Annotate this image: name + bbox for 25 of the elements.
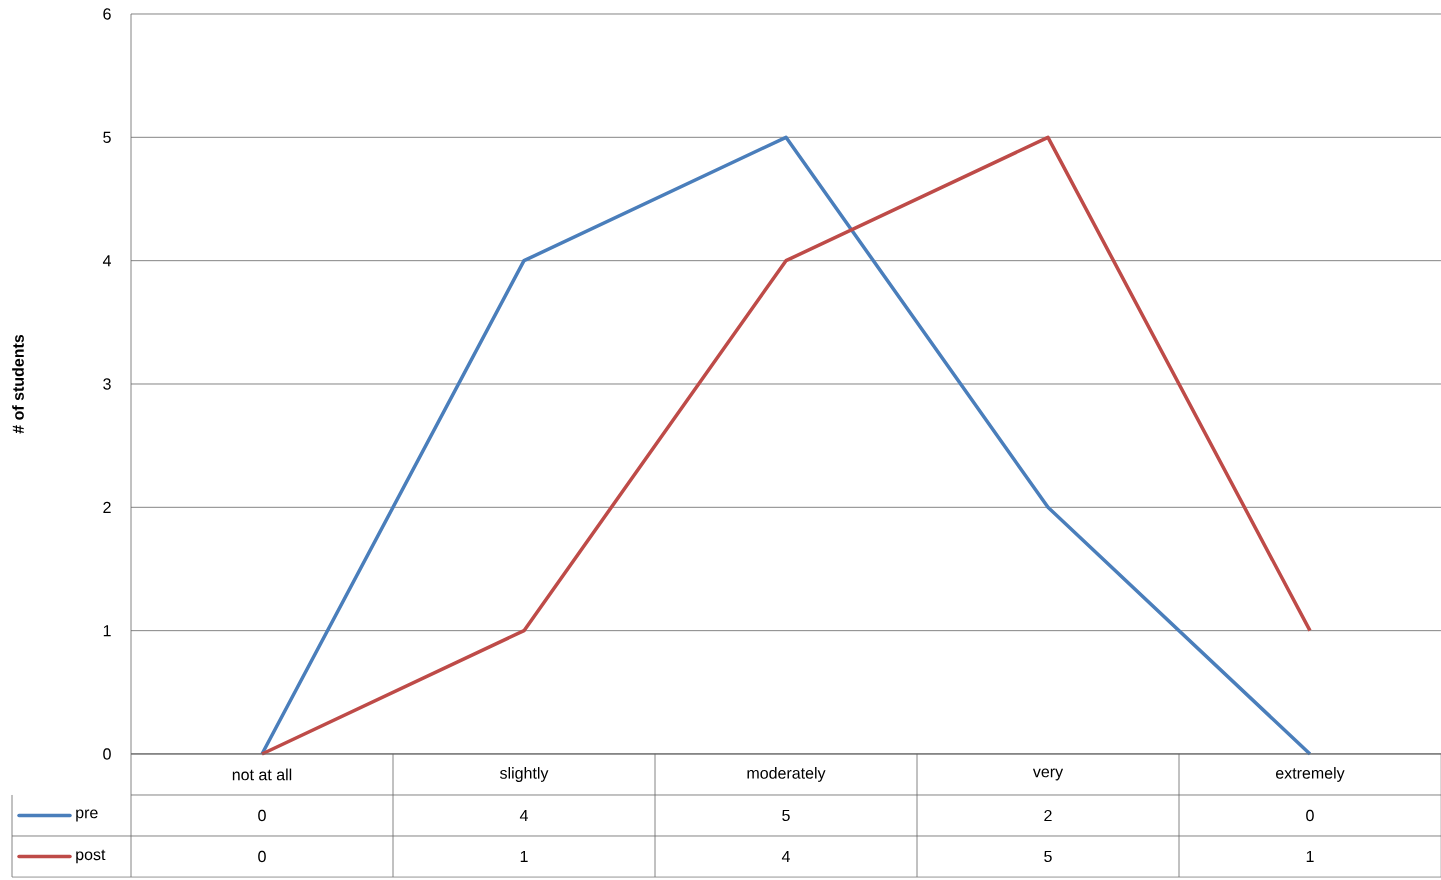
y-tick-label: 1: [103, 625, 111, 637]
data-label: 0: [258, 850, 266, 863]
y-tick-label: 4: [102, 255, 111, 267]
legend-label: post: [76, 849, 106, 864]
y-axis-title: # of students: [12, 334, 24, 434]
x-tick-label: very: [1032, 768, 1064, 781]
legend-label: pre: [76, 809, 98, 822]
x-tick-label: extremely: [1275, 767, 1345, 782]
y-tick-label: 5: [103, 131, 111, 143]
data-label: 1: [520, 850, 528, 862]
y-tick-label: 6: [103, 8, 111, 20]
y-tick-label: 0: [103, 748, 111, 760]
data-label: 1: [1306, 850, 1314, 862]
data-label: 0: [1306, 809, 1314, 822]
data-label: 4: [781, 850, 790, 862]
data-label: 5: [782, 809, 790, 822]
x-tick-label: moderately: [747, 767, 826, 782]
x-tick-label: not at all: [232, 768, 292, 781]
data-label: 0: [258, 809, 266, 822]
data-label: 4: [519, 809, 528, 821]
x-tick-label: slightly: [499, 767, 549, 782]
y-tick-label: 2: [103, 501, 111, 513]
y-tick-label: 3: [103, 378, 111, 390]
data-label: 5: [1044, 850, 1052, 863]
data-label: 2: [1044, 809, 1052, 822]
